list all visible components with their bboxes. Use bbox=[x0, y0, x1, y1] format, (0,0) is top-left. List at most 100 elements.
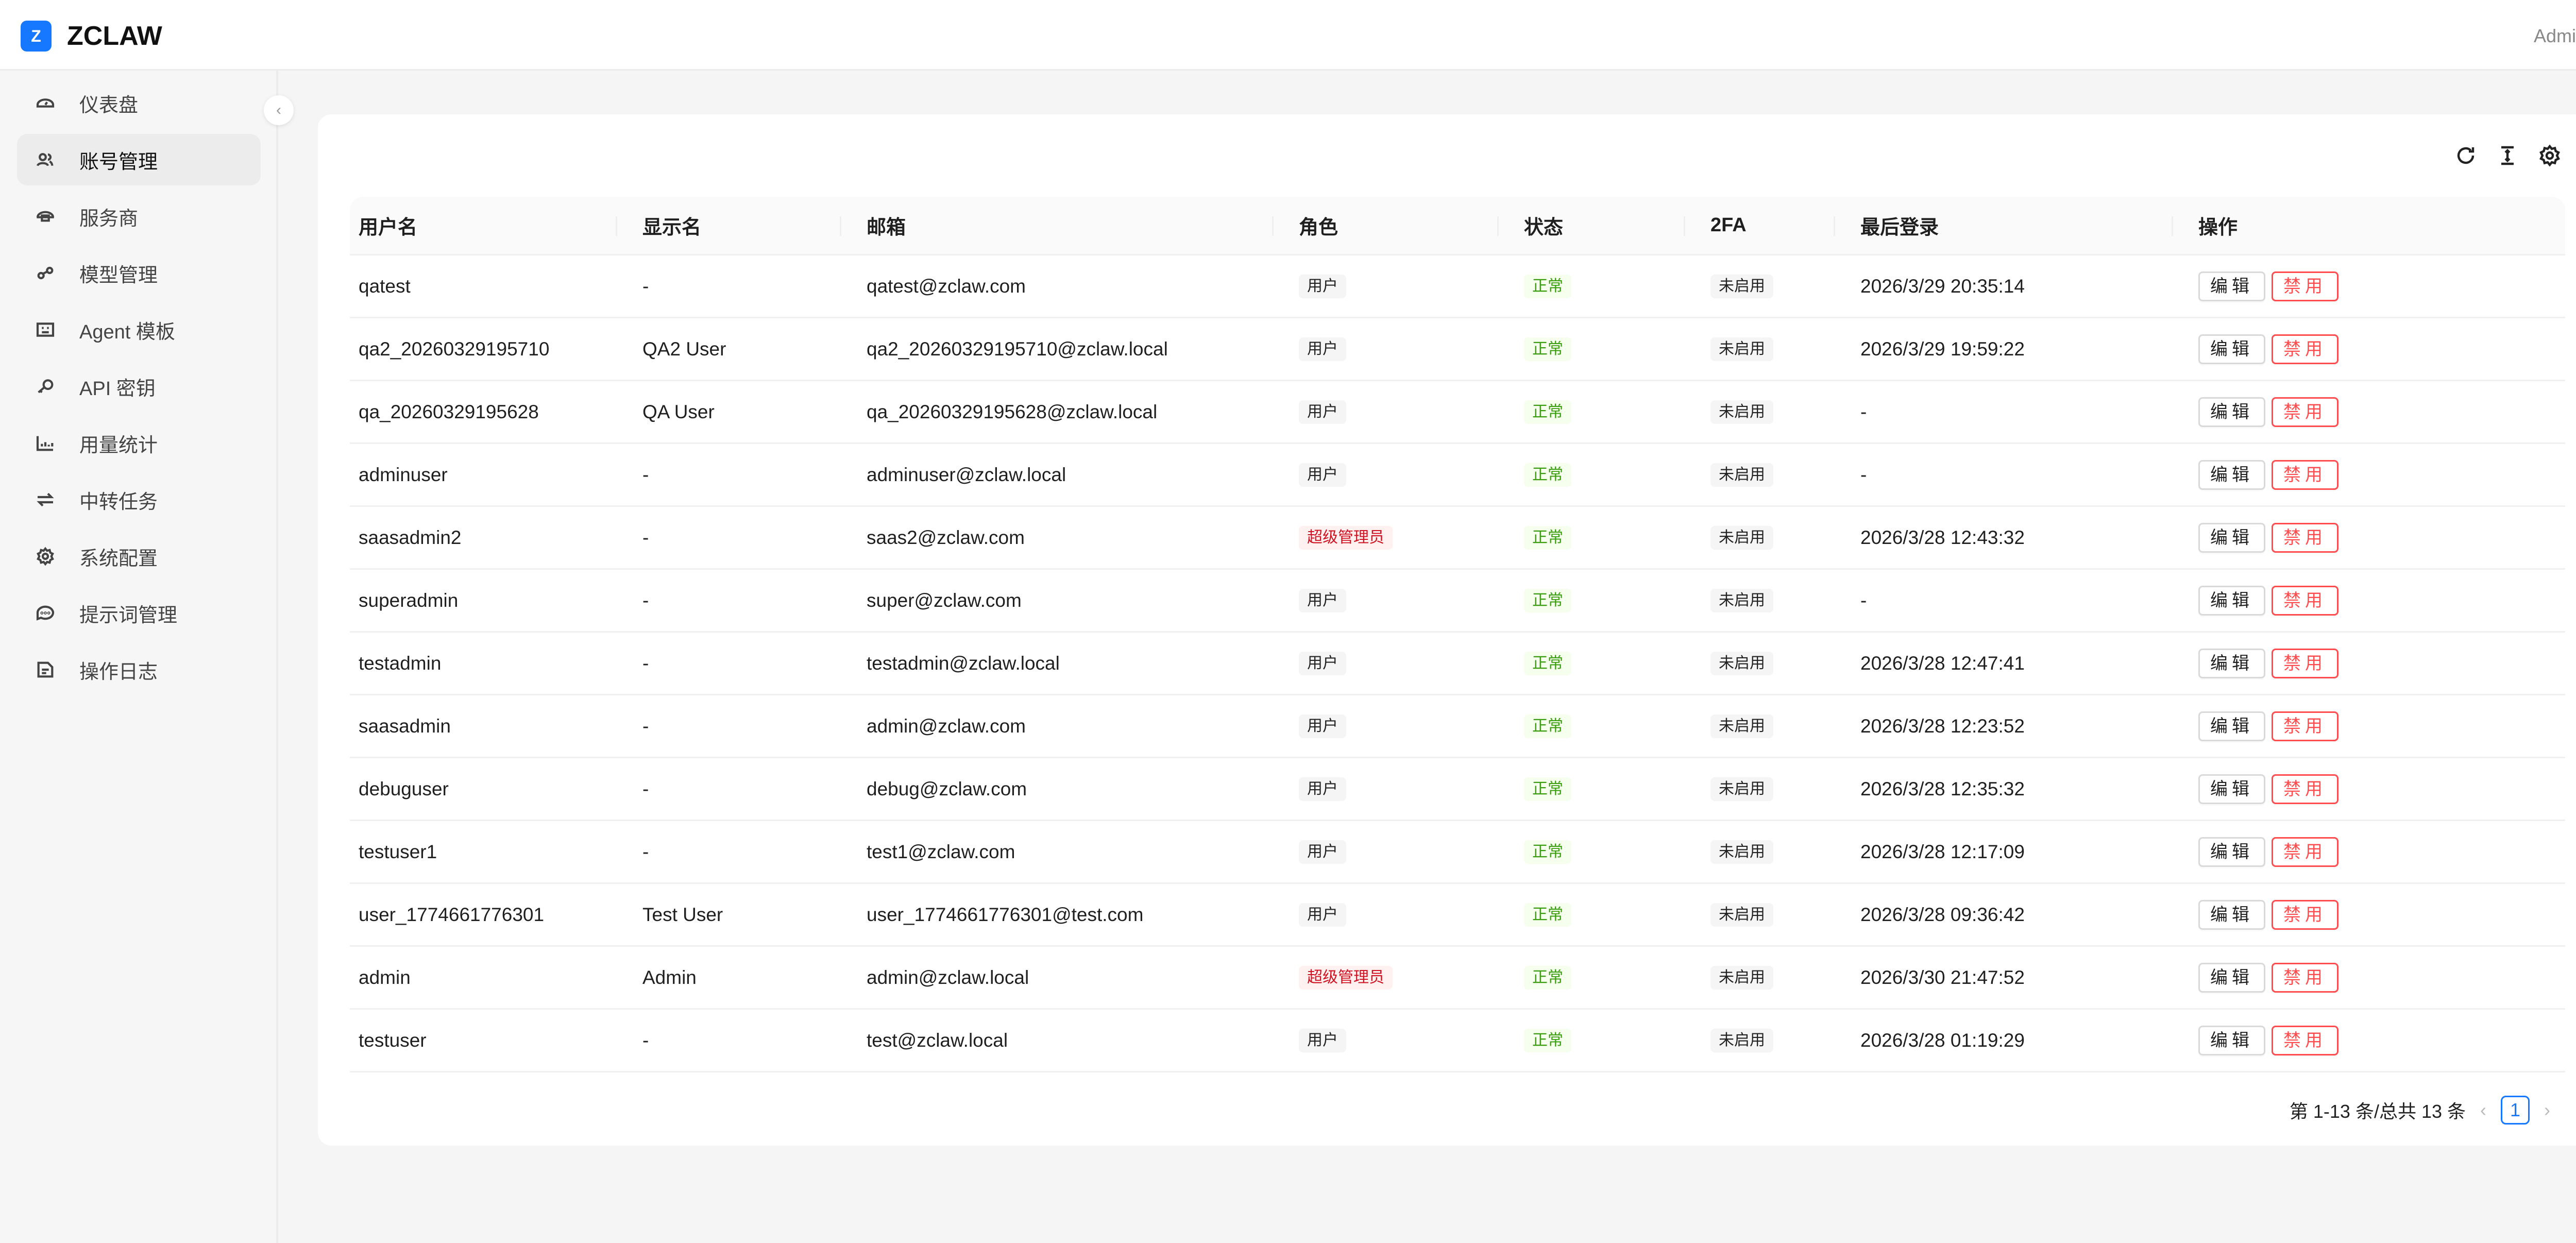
edit-button[interactable]: 编辑 bbox=[2198, 899, 2265, 930]
sidebar-item-8[interactable]: 系统配置 bbox=[17, 531, 261, 582]
disable-button[interactable]: 禁用 bbox=[2272, 585, 2338, 616]
role-badge: 用户 bbox=[1299, 714, 1346, 738]
username-cell: superadmin bbox=[359, 589, 459, 611]
email-cell: super@zclaw.com bbox=[867, 589, 1022, 611]
last-login-cell: - bbox=[1860, 589, 1867, 611]
sidebar-item-3[interactable]: 模型管理 bbox=[17, 247, 261, 299]
disable-button[interactable]: 禁用 bbox=[2272, 648, 2338, 678]
email-cell: admin@zclaw.local bbox=[867, 966, 1029, 988]
edit-button[interactable]: 编辑 bbox=[2198, 334, 2265, 364]
disable-button[interactable]: 禁用 bbox=[2272, 334, 2338, 364]
username-cell: qa2_20260329195710 bbox=[359, 338, 550, 360]
sidebar-item-1[interactable]: 账号管理 bbox=[17, 134, 261, 185]
sidebar-item-7[interactable]: 中转任务 bbox=[17, 474, 261, 525]
disable-button[interactable]: 禁用 bbox=[2272, 899, 2338, 930]
twofa-cell: 未启用 bbox=[1710, 947, 1773, 1008]
sidebar-item-9[interactable]: 提示词管理 bbox=[17, 587, 261, 639]
twofa-badge: 未启用 bbox=[1710, 463, 1773, 487]
bar-chart-icon bbox=[36, 436, 54, 451]
edit-button[interactable]: 编辑 bbox=[2198, 962, 2265, 993]
username-cell: qa_20260329195628 bbox=[359, 401, 539, 422]
sidebar-item-label: Agent 模板 bbox=[79, 321, 175, 343]
twofa-cell: 未启用 bbox=[1710, 444, 1773, 505]
edit-button[interactable]: 编辑 bbox=[2198, 459, 2265, 490]
role-cell: 超级管理员 bbox=[1299, 507, 1393, 568]
user-menu[interactable]: Admin bbox=[2533, 25, 2576, 46]
edit-button[interactable]: 编辑 bbox=[2198, 585, 2265, 616]
disable-button[interactable]: 禁用 bbox=[2272, 837, 2338, 867]
display-name-cell: Admin bbox=[642, 966, 697, 988]
status-cell: 正常 bbox=[1524, 256, 1571, 317]
cloud-icon bbox=[36, 211, 55, 222]
status-cell: 正常 bbox=[1524, 570, 1571, 631]
edit-button[interactable]: 编辑 bbox=[2198, 1025, 2265, 1055]
disable-button[interactable]: 禁用 bbox=[2272, 522, 2338, 553]
status-badge: 正常 bbox=[1524, 463, 1571, 487]
column-header: 2FA bbox=[1684, 197, 1747, 254]
role-cell: 用户 bbox=[1299, 381, 1346, 442]
display-name-cell: - bbox=[642, 275, 649, 297]
edit-button[interactable]: 编辑 bbox=[2198, 711, 2265, 741]
disable-button[interactable]: 禁用 bbox=[2272, 397, 2338, 427]
sidebar-item-label: 操作日志 bbox=[79, 661, 158, 683]
edit-button[interactable]: 编辑 bbox=[2198, 837, 2265, 867]
status-badge: 正常 bbox=[1524, 965, 1571, 990]
edit-button[interactable]: 编辑 bbox=[2198, 522, 2265, 553]
edit-button[interactable]: 编辑 bbox=[2198, 648, 2265, 678]
display-name-cell: QA2 User bbox=[642, 338, 726, 360]
display-name-cell: - bbox=[642, 652, 649, 674]
sidebar-item-2[interactable]: 服务商 bbox=[17, 191, 261, 242]
column-header: 角色 bbox=[1272, 197, 1338, 254]
role-cell: 用户 bbox=[1299, 695, 1346, 757]
refresh-button[interactable] bbox=[2453, 143, 2478, 168]
sidebar-item-6[interactable]: 用量统计 bbox=[17, 417, 261, 469]
next-page-button[interactable]: › bbox=[2544, 1099, 2550, 1120]
edit-button[interactable]: 编辑 bbox=[2198, 397, 2265, 427]
role-cell: 用户 bbox=[1299, 758, 1346, 820]
sidebar-item-label: 系统配置 bbox=[79, 548, 158, 570]
email-cell: qatest@zclaw.com bbox=[867, 275, 1026, 297]
display-name-cell: Test User bbox=[642, 904, 723, 925]
users-icon bbox=[36, 153, 54, 166]
disable-button[interactable]: 禁用 bbox=[2272, 711, 2338, 741]
sidebar: 仪表盘 账号管理服务商 模型管理 Agent 模板 API 密钥 用量统计 中转任务系统配置… bbox=[0, 71, 278, 1243]
disable-button[interactable]: 禁用 bbox=[2272, 774, 2338, 804]
status-cell: 正常 bbox=[1524, 507, 1571, 568]
density-button[interactable] bbox=[2495, 143, 2520, 168]
collapse-sidebar-button[interactable]: ‹ bbox=[264, 95, 294, 125]
users-table: 用户名 显示名 邮箱 角色 状态 2FA 最后登录 操作 qatest - qatest@zcla… bbox=[350, 197, 2565, 1072]
actions-cell: 编辑 禁用 bbox=[2198, 758, 2345, 820]
disable-button[interactable]: 禁用 bbox=[2272, 1025, 2338, 1055]
sidebar-item-0[interactable]: 仪表盘 bbox=[17, 77, 261, 129]
actions-cell: 编辑 禁用 bbox=[2198, 695, 2345, 757]
last-login-cell: 2026/3/30 21:47:52 bbox=[1860, 966, 2025, 988]
sidebar-item-10[interactable]: 操作日志 bbox=[17, 644, 261, 695]
prev-page-button[interactable]: ‹ bbox=[2480, 1099, 2486, 1120]
last-login-cell: 2026/3/28 12:17:09 bbox=[1860, 841, 2025, 862]
table-row: qa_20260329195628 QA User qa_2026032919562… bbox=[350, 381, 2565, 444]
disable-button[interactable]: 禁用 bbox=[2272, 459, 2338, 490]
role-badge: 用户 bbox=[1299, 840, 1346, 864]
sidebar-item-4[interactable]: Agent 模板 bbox=[17, 304, 261, 355]
twofa-cell: 未启用 bbox=[1710, 695, 1773, 757]
page-button-current[interactable]: 1 bbox=[2501, 1096, 2530, 1125]
display-name-cell: - bbox=[642, 526, 649, 548]
display-name-cell: - bbox=[642, 715, 649, 737]
settings-button[interactable] bbox=[2537, 143, 2562, 168]
status-badge: 正常 bbox=[1524, 777, 1571, 801]
role-cell: 用户 bbox=[1299, 444, 1346, 505]
disable-button[interactable]: 禁用 bbox=[2272, 271, 2338, 301]
gear-icon bbox=[2539, 144, 2560, 167]
edit-button[interactable]: 编辑 bbox=[2198, 271, 2265, 301]
last-login-cell: 2026/3/28 12:35:32 bbox=[1860, 778, 2025, 799]
role-cell: 用户 bbox=[1299, 821, 1346, 882]
status-cell: 正常 bbox=[1524, 947, 1571, 1008]
disable-button[interactable]: 禁用 bbox=[2272, 962, 2338, 993]
status-badge: 正常 bbox=[1524, 274, 1571, 298]
sidebar-item-5[interactable]: API 密钥 bbox=[17, 361, 261, 412]
edit-button[interactable]: 编辑 bbox=[2198, 774, 2265, 804]
role-badge: 用户 bbox=[1299, 651, 1346, 675]
actions-cell: 编辑 禁用 bbox=[2198, 570, 2345, 631]
role-badge: 用户 bbox=[1299, 1028, 1346, 1052]
role-badge: 用户 bbox=[1299, 274, 1346, 298]
